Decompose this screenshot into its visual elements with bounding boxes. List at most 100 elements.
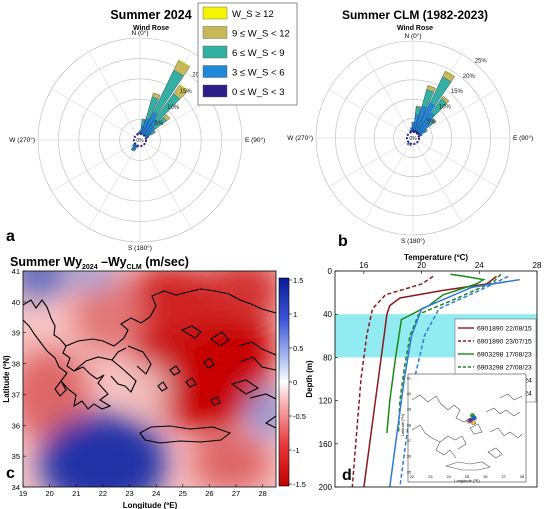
wy-map-title: Summer Wy2024 –WyCLM (m/sec): [10, 255, 189, 271]
map-x-tick-7: 26: [205, 489, 213, 498]
legend-label-4: 0 ≤ W_S < 3: [232, 87, 284, 98]
inset-x-tick-1: 23: [428, 475, 432, 479]
inset-x-tick-0: 22: [410, 475, 414, 479]
profile-legend-label-3: 6903298 27/08/23: [477, 365, 532, 372]
rose-spoke: [139, 139, 229, 192]
anomaly-blob-9: [246, 388, 276, 438]
map-x-tick-5: 24: [152, 489, 160, 498]
wind-rose-clm-plot: 0% 5% 10% 15% 20% 25% N (0°) E (90°) S (180°) W (…: [287, 32, 533, 245]
map-frame: [22, 270, 277, 488]
rose-radial-tick-3: 20%: [463, 74, 476, 80]
profile-frame: [334, 270, 538, 488]
legend-swatch-4: [202, 84, 228, 98]
colorbar-ticks: 1.5 1 0.5 0 -0.5 -1 -1.5: [289, 276, 306, 489]
rose-radial-tick-0: 5%: [427, 120, 436, 126]
inset-axes: 22 23 24 25 26 27 28 35 36 37 38 39 40 41 Longitude (º…: [400, 376, 524, 483]
legend-label-2: 6 ≤ W_S < 9: [232, 48, 284, 59]
legend-label-3: 3 ≤ W_S < 6: [232, 68, 284, 79]
colorbar-tick-5: -1: [293, 446, 300, 455]
rose-spoke: [51, 88, 141, 141]
anomaly-field: [23, 271, 276, 487]
rose-direction-label-0: N (0°): [131, 29, 148, 37]
profile-line-1: [351, 275, 434, 487]
map-y-tick-4: 37: [12, 390, 20, 399]
panel-d-label: d: [342, 467, 352, 484]
inset-x-tick-3: 25: [465, 475, 469, 479]
rose-bar-20-bin-1: [412, 106, 427, 139]
colorbar-tick-3: 0: [293, 378, 297, 387]
profile-line-3: [397, 273, 502, 434]
wind-rose-2024-plot: 0%5%10%15%20%25%N (0°)E (90°)S (180°)W (…: [9, 29, 265, 252]
profile-line-4: [389, 278, 520, 487]
wy-anomaly-map-panel: Summer Wy2024 –WyCLM (m/sec): [2, 255, 306, 509]
rose-direction-label-1: E (90°): [513, 134, 533, 142]
legend-swatch-0: [202, 6, 228, 20]
inset-x-tick-4: 26: [483, 475, 487, 479]
rose-radial-tick-1: 10%: [439, 104, 452, 110]
rose-spoke: [364, 137, 414, 223]
colorbar-tick-0: 1.5: [293, 276, 303, 285]
profile-x-axis-label: Temperature (ºC): [404, 253, 468, 262]
wind-rose-clm-panel: Summer CLM (1982-2023) Wind Rose 0% 5% 10%…: [287, 8, 533, 250]
colorbar-tick-6: -1.5: [293, 480, 306, 489]
anomaly-blob-10: [126, 363, 170, 413]
rose-spoke: [139, 139, 192, 229]
profile-y-tick-1: 40: [323, 310, 332, 319]
float-location-inset: 22 23 24 25 26 27 28 35 36 37 38 39 40 41 Longitude (º…: [400, 373, 527, 483]
anomaly-blob-8: [68, 271, 117, 290]
map-y-tick-7: 34: [12, 483, 20, 492]
inset-y-tick-6: 41: [407, 376, 411, 380]
map-x-tick-1: 20: [45, 489, 53, 498]
legend-label-1: 9 ≤ W_S < 12: [232, 29, 290, 40]
inset-float-marker-4: [471, 420, 476, 425]
profile-x-tick-3: 28: [533, 261, 542, 270]
rose-center-label: 0%: [409, 136, 417, 142]
rose-spoke: [412, 89, 498, 139]
wind-rose-2024-panel: Summer 2024 Wind Rose 0%5%10%15%20%25%N …: [6, 8, 265, 252]
inset-frame: [407, 373, 527, 483]
wind-rose-clm-title: Summer CLM (1982-2023): [342, 8, 488, 22]
legend-swatch-2: [202, 45, 228, 59]
map-y-tick-6: 35: [12, 452, 20, 461]
rose-spoke: [328, 89, 414, 139]
profile-y-tick-3: 120: [319, 397, 333, 406]
map-y-tick-0: 41: [12, 267, 20, 276]
rose-radial-tick-4: 25%: [475, 59, 488, 65]
map-y-tick-5: 36: [12, 421, 20, 430]
rose-bar-40-bin-1: [412, 112, 435, 139]
inset-float-markers: [466, 413, 477, 425]
inset-x-tick-5: 27: [502, 475, 506, 479]
inset-x-axis-label: Longitude (ºE): [454, 478, 480, 483]
colorbar-tick-1: 1: [293, 310, 297, 319]
legend-swatch-3: [202, 65, 228, 78]
coastline-greece: [23, 288, 276, 444]
temperature-profiles: [351, 273, 520, 487]
anomaly-blob-6: [38, 412, 167, 487]
map-y-tick-3: 38: [12, 360, 20, 369]
inset-coastline: [411, 393, 523, 471]
rose-spoke: [412, 137, 498, 187]
inset-y-tick-0: 35: [407, 470, 411, 474]
colorbar-tick-4: -0.5: [293, 412, 306, 421]
wind-rose-2024-subtitle: Wind Rose: [133, 25, 169, 32]
rose-radial-tick-1: 10%: [167, 105, 180, 111]
rose-radial-tick-2: 15%: [180, 89, 193, 95]
map-x-tick-4: 23: [125, 489, 133, 498]
rose-direction-label-0: N (0°): [404, 32, 421, 40]
rose-spoke: [412, 137, 462, 223]
wind-rose-2024-title: Summer 2024: [110, 8, 191, 22]
inset-x-tick-6: 28: [520, 475, 524, 479]
map-axes: 19 20 21 22 23 24 25 26 27 28 41 40 39 38 37 36 35 34: [12, 267, 267, 498]
wy-map-title-main: Summer Wy: [10, 255, 82, 269]
rose-center: [406, 131, 420, 145]
map-x-tick-6: 25: [179, 489, 187, 498]
colorbar: [278, 277, 290, 487]
rose-bar-30-bin-1: [412, 102, 435, 139]
wind-speed-legend: W_S ≥ 12 9 ≤ W_S < 12 6 ≤ W_S < 9 3 ≤ W_S <…: [197, 2, 298, 106]
legend-swatch-1: [202, 26, 228, 39]
rose-spoke: [51, 139, 141, 192]
map-x-axis-label: Longitude (ºE): [123, 501, 178, 509]
panel-b-label: b: [338, 233, 348, 250]
profile-legend-label-1: 6901890 23/07/15: [477, 339, 532, 346]
wy-map-title-tail: (m/sec): [142, 255, 189, 269]
